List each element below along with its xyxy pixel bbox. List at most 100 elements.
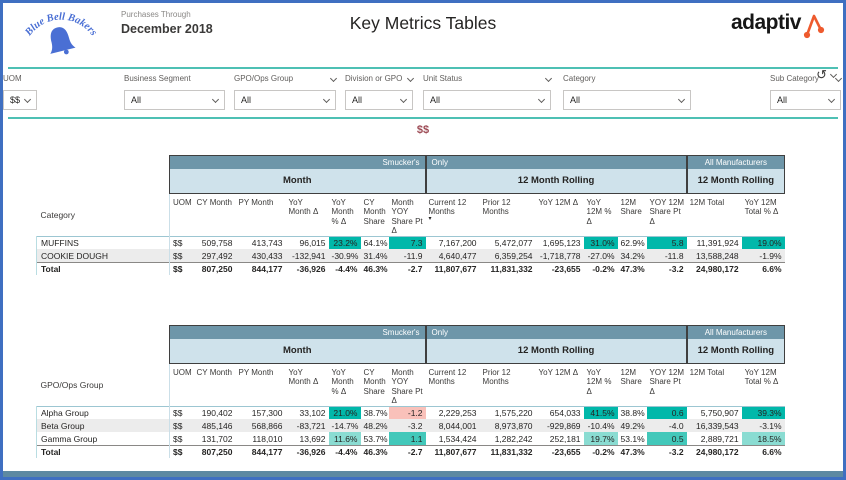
row-label[interactable]: Gamma Group (36, 432, 170, 446)
column-header[interactable]: YoY 12M Total % Δ (744, 198, 779, 217)
column-header[interactable]: Current 12 Months (428, 368, 467, 387)
table-cell: -10.4% (583, 419, 618, 433)
filter-value: All (131, 95, 142, 105)
filter-dropdown-business-segment[interactable]: All (124, 90, 225, 110)
chevron-down-icon[interactable] (406, 74, 415, 83)
filter-category: Category All (563, 73, 691, 110)
table-cell: 6.6% (741, 261, 785, 276)
filter-value: All (777, 95, 788, 105)
filter-label-text: Sub Category (770, 74, 819, 83)
table-cell: 4,640,477 (425, 249, 480, 263)
chevron-down-icon[interactable] (677, 95, 686, 104)
table-cell: $$ (169, 419, 194, 433)
column-header[interactable]: 12M Share (620, 368, 642, 387)
row-label[interactable]: Beta Group (36, 419, 170, 433)
table-cell: $$ (169, 405, 194, 420)
column-header[interactable]: YOY 12M Share Pt Δ (649, 198, 685, 226)
divider-line-top (8, 67, 838, 69)
filter-uom: UOM $$ (3, 73, 38, 110)
chevron-down-icon[interactable] (537, 95, 546, 104)
column-header[interactable]: UOM (169, 363, 194, 407)
table-cell: 1,575,220 (479, 405, 536, 420)
chevron-down-icon[interactable] (827, 95, 836, 104)
row-label[interactable]: Total (36, 444, 170, 459)
table-cell: 654,033 (535, 405, 584, 420)
chevron-down-icon[interactable] (23, 95, 32, 104)
column-header[interactable]: UOM (169, 193, 194, 237)
column-header[interactable]: 12M Share (620, 198, 642, 217)
table-cell: 7.3 (388, 235, 426, 250)
filter-label-text: Business Segment (124, 74, 191, 83)
column-header[interactable]: 12M Total (689, 368, 725, 377)
column-header[interactable]: YoY Month Δ (288, 368, 319, 387)
table-cell: 24,980,172 (686, 444, 742, 459)
filter-dropdown-unit-status[interactable]: All (423, 90, 551, 110)
column-header[interactable]: CY Month (196, 198, 232, 207)
filter-dropdown-uom[interactable]: $$ (3, 90, 38, 110)
column-header[interactable]: YoY 12M Δ (538, 368, 579, 377)
chevron-down-icon[interactable] (211, 95, 220, 104)
table-cell: 0.5 (646, 432, 687, 446)
table-cell: 6,359,254 (479, 249, 536, 263)
filter-dropdown-division-or-gpo[interactable]: All (345, 90, 413, 110)
column-header[interactable]: 12M Total (689, 198, 725, 207)
table-cell: 8,044,001 (425, 419, 480, 433)
column-header[interactable]: PY Month (238, 368, 274, 377)
table-cell: -11.8 (646, 249, 687, 263)
table-cell: -83,721 (285, 419, 329, 433)
column-header[interactable]: YOY 12M Share Pt Δ (649, 368, 685, 396)
row-label[interactable]: COOKIE DOUGH (36, 249, 170, 263)
column-header[interactable]: Prior 12 Months (482, 368, 511, 387)
column-header[interactable]: YoY 12M % Δ (586, 198, 612, 226)
column-group-row-period: Month 12 Month Rolling 12 Month Rolling (36, 168, 786, 194)
filter-value: All (241, 95, 252, 105)
chevron-down-icon[interactable] (322, 95, 331, 104)
column-header[interactable]: Month YOY Share Pt Δ (391, 368, 423, 406)
column-group-header: 12 Month Rolling (685, 338, 786, 364)
filter-label: Business Segment (124, 73, 225, 84)
column-header[interactable]: Month YOY Share Pt Δ (391, 198, 423, 236)
column-header[interactable]: YoY 12M % Δ (586, 368, 612, 396)
filter-dropdown-category[interactable]: All (563, 90, 691, 110)
table-cell: -23,655 (535, 261, 584, 276)
adaptiv-logo-text: adaptiv (730, 11, 802, 34)
row-label[interactable]: Total (36, 261, 170, 276)
column-header[interactable]: CY Month Share (363, 368, 386, 396)
table-cell: -0.2% (583, 261, 618, 276)
table-cell: 46.3% (360, 444, 389, 459)
table-cell: -929,869 (535, 419, 584, 433)
table-cell: 297,492 (193, 249, 236, 263)
filter-dropdown-gpo-ops-group[interactable]: All (234, 90, 336, 110)
column-header[interactable]: YoY Month % Δ (331, 368, 354, 396)
column-header[interactable]: CY Month Share (363, 198, 386, 226)
column-header[interactable]: PY Month (238, 198, 274, 207)
column-header[interactable]: Prior 12 Months (482, 198, 511, 217)
column-header[interactable]: YoY Month % Δ (331, 198, 354, 226)
column-header[interactable]: CY Month (196, 368, 232, 377)
column-header[interactable]: YoY Month Δ (288, 198, 319, 217)
table-cell: 21.0% (328, 405, 361, 420)
column-header[interactable]: YoY 12M Total % Δ (744, 368, 779, 387)
column-header[interactable]: Current 12 Months ▾ (426, 194, 480, 237)
chevron-down-icon[interactable] (329, 74, 338, 83)
table-cell: 118,010 (252, 433, 283, 444)
metrics-table: Smucker's Only All Manufacturers Month 12 Mo… (36, 325, 786, 459)
column-header[interactable]: YoY 12M Δ (538, 198, 579, 207)
column-header-row: GPO/Ops Group UOM CY Month PY Month YoY Mont… (37, 363, 785, 407)
chevron-down-icon[interactable] (399, 95, 408, 104)
table-cell: 13,692 (299, 433, 326, 444)
chevron-down-icon[interactable] (834, 74, 843, 83)
column-group-header: 12 Month Rolling (424, 338, 687, 364)
row-label[interactable]: Alpha Group (36, 405, 170, 420)
filter-dropdown-sub-category[interactable]: All (770, 90, 841, 110)
table-cell: -4.4% (328, 444, 361, 459)
undo-icon[interactable]: ↺ (816, 67, 827, 82)
table-cell: 38.8% (617, 405, 647, 420)
table-row: Gamma Group $$ 131,702 118,010 13,692 11.6% 53… (36, 432, 785, 446)
table-cell: 33,102 (285, 405, 329, 420)
table-cell: 18.5% (741, 432, 785, 446)
table-cell: $$ (169, 444, 194, 459)
corner-cell (36, 325, 170, 339)
chevron-down-icon[interactable] (544, 74, 553, 83)
row-label[interactable]: MUFFINS (36, 235, 170, 250)
